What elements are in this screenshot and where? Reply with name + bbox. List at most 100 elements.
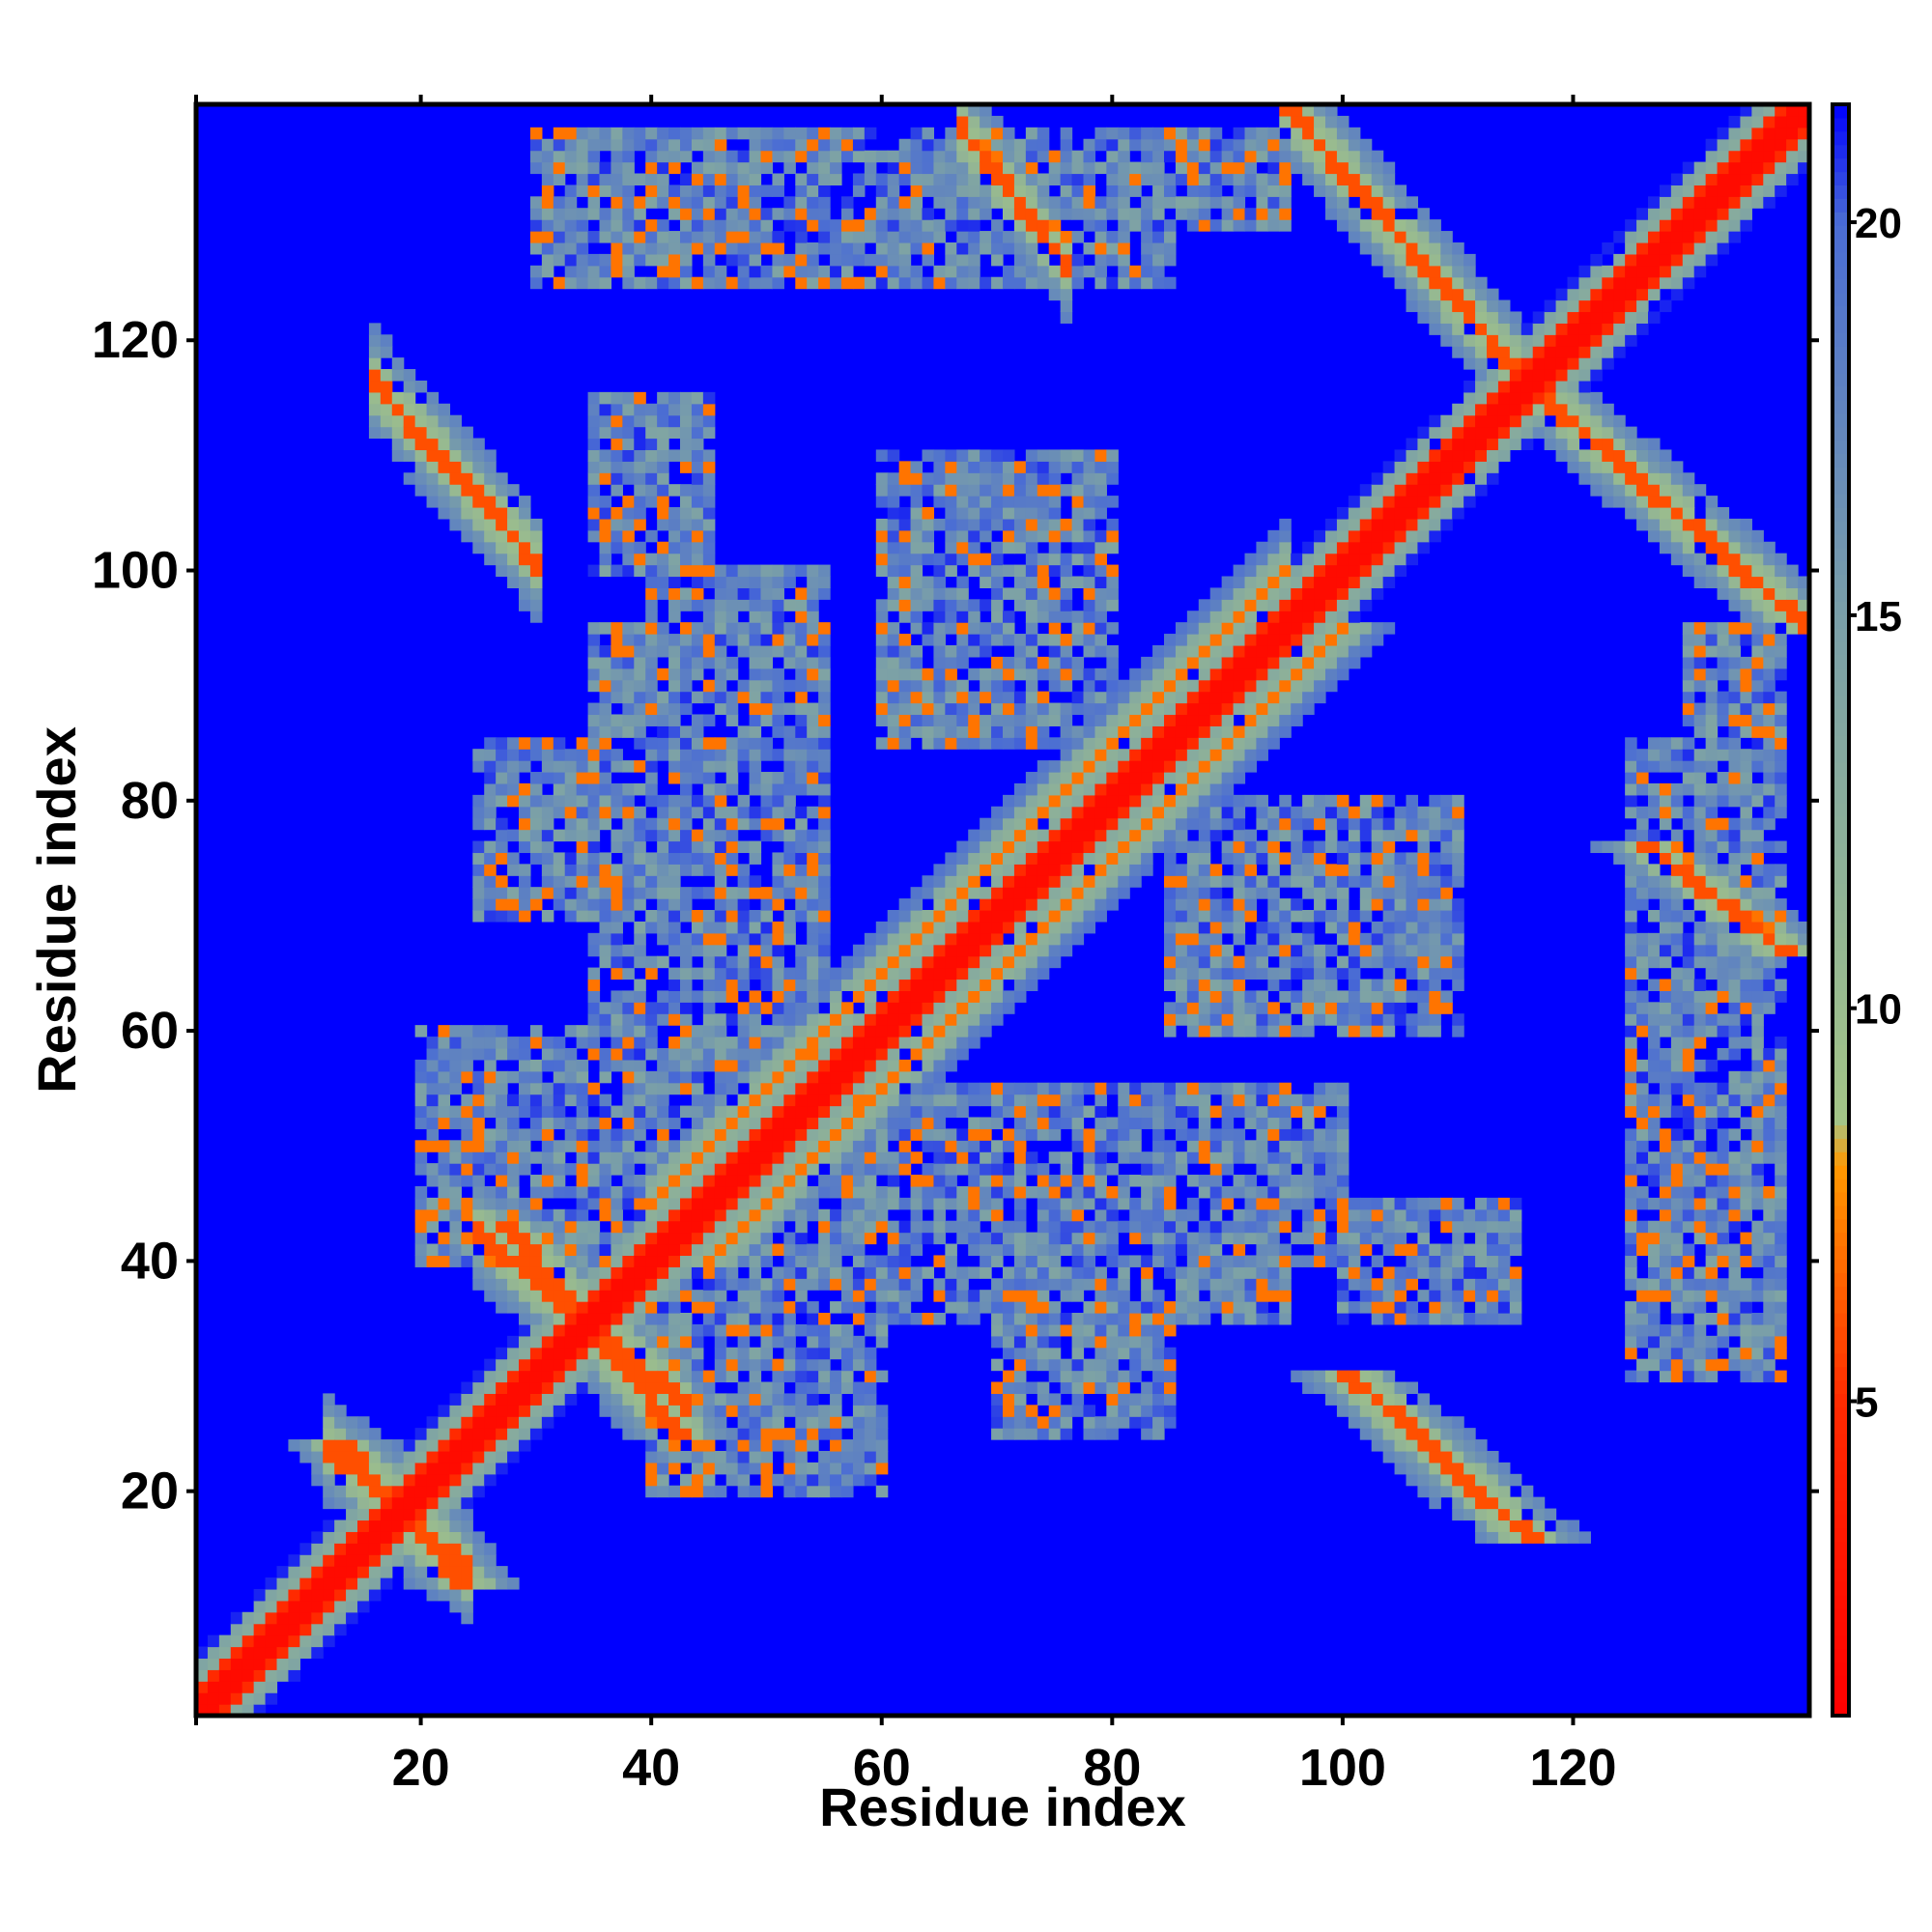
heatmap-cell [772,806,784,819]
heatmap-cell [933,714,946,726]
heatmap-cell [945,910,957,923]
heatmap-cell [783,1094,796,1107]
heatmap-cell [714,1255,727,1267]
heatmap-cell [887,599,900,611]
heatmap-cell [795,864,808,876]
heatmap-cell [749,1197,762,1210]
heatmap-cell [426,1197,440,1210]
heatmap-cell [910,1266,923,1279]
heatmap-cell [691,1220,704,1234]
heatmap-cell [391,1508,405,1521]
heatmap-cell [1003,679,1015,693]
heatmap-cell [576,1059,589,1072]
heatmap-cell [1037,1335,1050,1349]
heatmap-cell [668,1037,681,1049]
heatmap-cell [1003,587,1015,600]
heatmap-cell [1118,219,1130,232]
heatmap-cell [991,829,1004,842]
heatmap-cell [496,1117,508,1129]
heatmap-cell [611,518,623,531]
heatmap-cell [472,1082,485,1095]
heatmap-cell [472,852,485,865]
heatmap-cell [991,1290,1004,1302]
heatmap-cell [830,1128,842,1141]
heatmap-cell [564,265,578,278]
heatmap-cell [1013,208,1027,220]
heatmap-cell [496,1197,508,1210]
heatmap-cell [622,1278,635,1291]
heatmap-cell [783,564,796,578]
heatmap-cell [576,806,589,819]
heatmap-cell [587,173,601,185]
heatmap-cell [461,1070,473,1084]
heatmap-cell [991,496,1004,508]
heatmap-cell [737,1462,751,1475]
heatmap-cell [714,668,727,681]
heatmap-cell [1013,840,1027,854]
heatmap-cell [945,1105,957,1119]
heatmap-cell [611,265,623,278]
heatmap-cell [645,1025,658,1037]
heatmap-cell [830,1301,842,1314]
heatmap-cell [749,760,762,773]
heatmap-cell [875,679,889,693]
heatmap-cell [772,1128,784,1141]
heatmap-cell [714,1243,727,1257]
heatmap-cell [622,1151,635,1164]
heatmap-cell [276,1634,290,1648]
heatmap-cell [772,253,784,267]
heatmap-cell [1152,208,1165,220]
heatmap-cell [449,1508,462,1521]
heatmap-cell [507,553,520,566]
heatmap-cell [783,1313,796,1325]
heatmap-cell [922,737,935,750]
heatmap-cell [864,932,877,946]
heatmap-cell [1037,668,1050,681]
heatmap-cell [818,1117,831,1129]
heatmap-cell [714,840,727,854]
heatmap-cell [898,714,912,726]
heatmap-cell [668,702,681,716]
heatmap-cell [991,864,1004,876]
heatmap-cell [991,1381,1004,1394]
heatmap-cell [334,1600,347,1613]
heatmap-cell [933,1232,946,1245]
heatmap-cell [1106,231,1119,243]
heatmap-cell [852,1381,866,1394]
heatmap-cell [472,1232,485,1245]
heatmap-cell [346,1462,358,1475]
heatmap-cell [818,725,831,738]
heatmap-cell [956,622,969,635]
heatmap-cell [587,622,601,635]
heatmap-cell [668,1439,681,1452]
heatmap-cell [1048,910,1062,923]
heatmap-cell [484,840,497,854]
heatmap-cell [680,484,693,497]
heatmap-cell [449,1037,462,1049]
heatmap-cell [1003,634,1015,646]
heatmap-cell [1003,864,1015,876]
heatmap-cell [807,1128,819,1141]
heatmap-cell [553,127,566,140]
heatmap-cell [945,1094,957,1107]
heatmap-cell [725,276,739,290]
heatmap-cell [956,955,969,969]
heatmap-cell [611,391,623,405]
heatmap-cell [587,840,601,854]
heatmap-cell [587,253,601,267]
heatmap-cell [980,1082,992,1095]
heatmap-cell [564,782,578,796]
heatmap-cell [645,472,658,485]
heatmap-cell [230,1658,243,1670]
heatmap-cell [496,1047,508,1061]
heatmap-cell [1083,553,1096,566]
heatmap-cell [449,1520,462,1532]
heatmap-cell [438,472,451,485]
heatmap-cell [980,829,992,842]
heatmap-cell [1025,1117,1038,1129]
heatmap-cell [1060,1151,1073,1164]
heatmap-cell [611,668,623,681]
heatmap-cell [680,932,693,946]
heatmap-cell [749,656,762,669]
heatmap-cell [599,668,612,681]
